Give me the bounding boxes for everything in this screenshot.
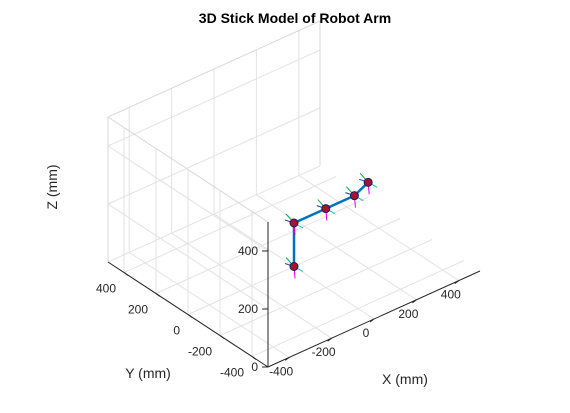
grid-line-left-z [107, 203, 269, 310]
y-tick-mark [187, 314, 193, 318]
box-edge [107, 20, 321, 118]
y-tick-label: -200 [188, 345, 212, 359]
x-tick-label: -400 [269, 364, 293, 378]
grid-line-floor-y [219, 239, 433, 336]
tick-labels: -400 -200 0 200 400 -400 -200 0 200 400 0 200 400 [96, 244, 461, 380]
y-tick-mark [155, 293, 161, 297]
x-tick-label: 200 [398, 307, 418, 321]
y-tick-mark [251, 356, 257, 360]
joint-marker [289, 218, 299, 228]
y-tick-label: 200 [128, 303, 148, 317]
y-tick-label: 400 [96, 282, 116, 296]
joint-marker [289, 262, 299, 271]
grid-line-floor-y [251, 260, 465, 357]
x-tick-label: -200 [312, 345, 336, 359]
x-tick-mark [284, 356, 290, 361]
x-tick-mark [327, 337, 332, 342]
y-tick-label: 0 [173, 324, 180, 338]
chart-title: 3D Stick Model of Robot Arm [199, 10, 391, 26]
x-tick-mark [369, 318, 375, 323]
y-tick-mark [123, 272, 129, 276]
joint-marker [363, 177, 373, 187]
grid-line-back-z [107, 107, 321, 205]
grid-line-floor-y [123, 176, 337, 273]
grid-line-back-z [107, 49, 321, 147]
y-tick-mark [219, 335, 225, 339]
y-tick-label: -400 [220, 366, 244, 380]
z-tick-label: 200 [238, 302, 258, 316]
z-tick-label: 0 [251, 360, 258, 374]
grid-line-left-z [107, 145, 269, 252]
x-tick-mark [454, 280, 460, 285]
x-tick-label: 400 [441, 288, 461, 302]
grid-line-back-z [107, 165, 321, 263]
x-tick-mark [412, 299, 417, 304]
z-tick-label: 400 [238, 244, 258, 258]
x-tick-label: 0 [363, 326, 370, 340]
grid-lines [107, 20, 465, 368]
joint-marker [321, 204, 331, 214]
z-axis-label: Z (mm) [44, 164, 60, 209]
arm-link [292, 207, 328, 225]
y-axis-label: Y (mm) [125, 365, 171, 381]
joint-marker [349, 191, 359, 201]
robot-arm [284, 172, 378, 279]
arm-link [324, 194, 356, 210]
box-edge [107, 116, 269, 223]
axes-box [107, 222, 481, 368]
grid-line-floor-y [155, 197, 369, 294]
x-axis-label: X (mm) [382, 371, 428, 387]
